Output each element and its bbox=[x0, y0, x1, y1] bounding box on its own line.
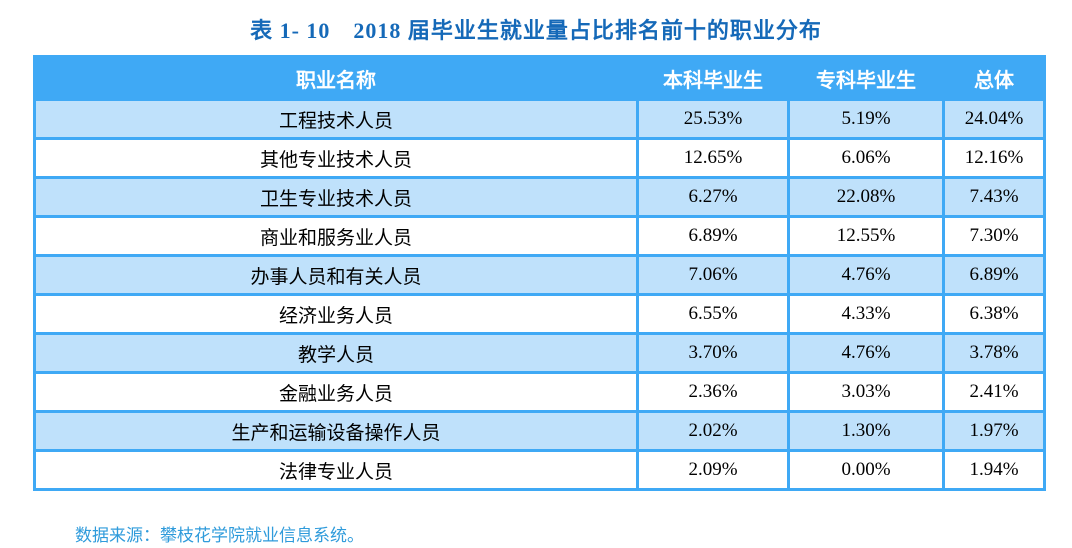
undergraduate-value: 2.36% bbox=[636, 374, 787, 410]
junior-college-value: 4.33% bbox=[787, 296, 942, 332]
junior-college-value: 5.19% bbox=[787, 101, 942, 137]
column-header-undergraduate: 本科毕业生 bbox=[636, 58, 787, 98]
table-row: 其他专业技术人员 12.65% 6.06% 12.16% bbox=[36, 137, 1043, 176]
occupation-cell: 办事人员和有关人员 bbox=[250, 266, 422, 288]
junior-college-value: 4.76% bbox=[787, 335, 942, 371]
table-header-row: 职业名称 本科毕业生 专科毕业生 总体 bbox=[36, 58, 1043, 98]
undergraduate-value: 12.65% bbox=[636, 140, 787, 176]
overall-value: 6.38% bbox=[942, 296, 1043, 332]
occupation-cell: 工程技术人员 bbox=[278, 110, 393, 132]
undergraduate-value: 7.06% bbox=[636, 257, 787, 293]
table-row: 生产和运输设备操作人员 2.02% 1.30% 1.97% bbox=[36, 410, 1043, 449]
occupation-cell: 卫生专业技术人员 bbox=[259, 188, 412, 210]
occupation-cell: 教学人员 bbox=[297, 344, 374, 366]
overall-value: 12.16% bbox=[942, 140, 1043, 176]
table-row: 卫生专业技术人员 6.27% 22.08% 7.43% bbox=[36, 176, 1043, 215]
occupation-cell: 经济业务人员 bbox=[278, 305, 393, 327]
undergraduate-value: 2.02% bbox=[636, 413, 787, 449]
junior-college-value: 0.00% bbox=[787, 452, 942, 488]
undergraduate-value: 3.70% bbox=[636, 335, 787, 371]
undergraduate-value: 2.09% bbox=[636, 452, 787, 488]
overall-value: 1.94% bbox=[942, 452, 1043, 488]
overall-value: 3.78% bbox=[942, 335, 1043, 371]
overall-value: 2.41% bbox=[942, 374, 1043, 410]
overall-value: 7.30% bbox=[942, 218, 1043, 254]
undergraduate-value: 25.53% bbox=[636, 101, 787, 137]
occupation-cell: 商业和服务业人员 bbox=[259, 227, 412, 249]
table-row: 教学人员 3.70% 4.76% 3.78% bbox=[36, 332, 1043, 371]
occupations-table: 职业名称 本科毕业生 专科毕业生 总体 工程技术人员 25.53% 5.19% … bbox=[33, 55, 1046, 491]
table-row: 法律专业人员 2.09% 0.00% 1.94% bbox=[36, 449, 1043, 488]
column-header-junior-college: 专科毕业生 bbox=[787, 58, 942, 98]
overall-value: 6.89% bbox=[942, 257, 1043, 293]
junior-college-value: 3.03% bbox=[787, 374, 942, 410]
column-header-occupation: 职业名称 bbox=[296, 69, 376, 92]
occupation-cell: 其他专业技术人员 bbox=[259, 149, 412, 171]
table-row: 经济业务人员 6.55% 4.33% 6.38% bbox=[36, 293, 1043, 332]
column-header-overall: 总体 bbox=[942, 58, 1043, 98]
undergraduate-value: 6.55% bbox=[636, 296, 787, 332]
junior-college-value: 12.55% bbox=[787, 218, 942, 254]
overall-value: 7.43% bbox=[942, 179, 1043, 215]
table-row: 办事人员和有关人员 7.06% 4.76% 6.89% bbox=[36, 254, 1043, 293]
table-caption: 表 1- 10 2018 届毕业生就业量占比排名前十的职业分布 bbox=[250, 18, 822, 43]
occupation-cell: 金融业务人员 bbox=[278, 383, 393, 405]
data-source-note: 数据来源：攀枝花学院就业信息系统。 bbox=[75, 526, 364, 545]
overall-value: 1.97% bbox=[942, 413, 1043, 449]
junior-college-value: 1.30% bbox=[787, 413, 942, 449]
occupation-cell: 法律专业人员 bbox=[278, 461, 393, 483]
occupation-cell: 生产和运输设备操作人员 bbox=[231, 422, 441, 444]
undergraduate-value: 6.27% bbox=[636, 179, 787, 215]
table-row: 工程技术人员 25.53% 5.19% 24.04% bbox=[36, 98, 1043, 137]
junior-college-value: 6.06% bbox=[787, 140, 942, 176]
overall-value: 24.04% bbox=[942, 101, 1043, 137]
table-row: 商业和服务业人员 6.89% 12.55% 7.30% bbox=[36, 215, 1043, 254]
junior-college-value: 4.76% bbox=[787, 257, 942, 293]
junior-college-value: 22.08% bbox=[787, 179, 942, 215]
undergraduate-value: 6.89% bbox=[636, 218, 787, 254]
table-row: 金融业务人员 2.36% 3.03% 2.41% bbox=[36, 371, 1043, 410]
